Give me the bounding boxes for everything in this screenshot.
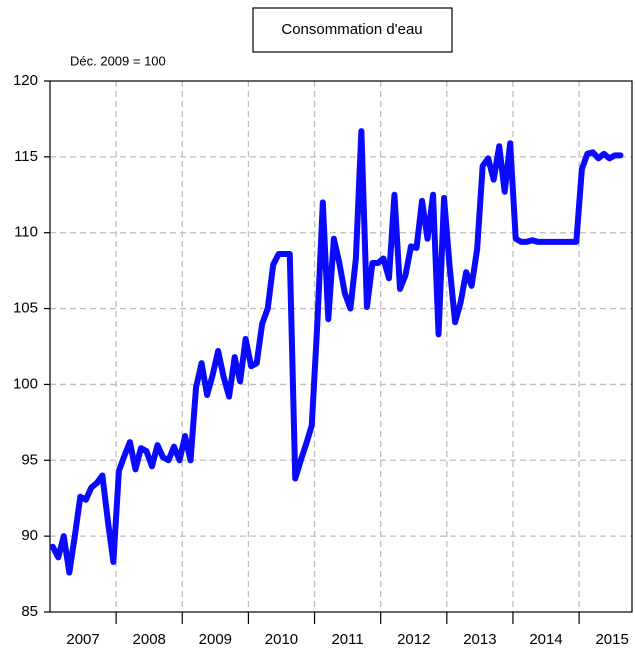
y-tick-label: 105 <box>13 300 38 317</box>
x-tick-label: 2010 <box>265 631 298 648</box>
x-tick-label: 2013 <box>463 631 496 648</box>
y-tick-label: 110 <box>14 224 38 241</box>
x-tick-label: 2014 <box>529 631 562 648</box>
y-tick-label: 115 <box>14 148 38 165</box>
x-tick-label: 2012 <box>397 631 430 648</box>
x-tick-label: 2015 <box>595 631 628 648</box>
x-tick-label: 2009 <box>199 631 232 648</box>
subtitle: Déc. 2009 = 100 <box>70 53 166 68</box>
y-tick-label: 90 <box>21 527 38 544</box>
y-tick-label: 85 <box>21 603 38 620</box>
data-line <box>49 128 624 576</box>
y-tick-label: 120 <box>13 72 38 89</box>
y-tick-label: 100 <box>13 375 38 392</box>
plot-frame <box>49 80 633 613</box>
x-tick-label: 2011 <box>331 631 363 648</box>
y-tick-label: 95 <box>21 451 38 468</box>
title-box <box>252 7 453 53</box>
chart-title: Consommation d'eau <box>281 21 422 38</box>
x-tick-label: 2008 <box>133 631 166 648</box>
x-tick-label: 2007 <box>66 631 99 648</box>
